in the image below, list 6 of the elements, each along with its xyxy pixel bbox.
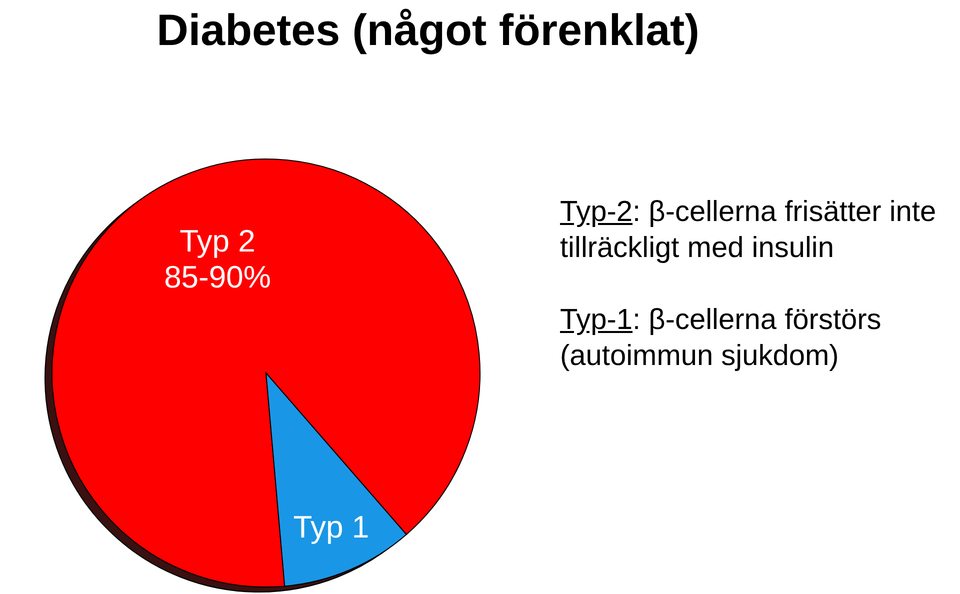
text: Typ-2: β-cellerna frisätter inte tillräckligt med insulin bbox=[560, 195, 938, 266]
chart-title: Diabetes (något förenklat) bbox=[156, 6, 700, 56]
slice-label: Typ 1 bbox=[293, 509, 370, 544]
text: 85-90% bbox=[164, 259, 271, 294]
slice-label: Typ 2 bbox=[180, 223, 256, 258]
text: Typ-1: β-cellerna förstörs (autoimmun sjukdom) bbox=[560, 303, 882, 374]
